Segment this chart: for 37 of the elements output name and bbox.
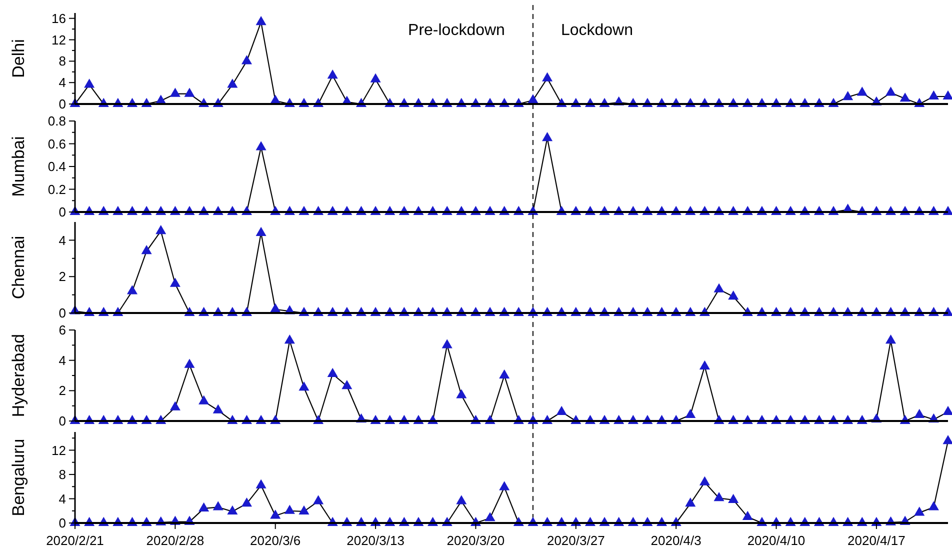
- x-tick-label: 2020/3/20: [446, 533, 505, 548]
- y-axis-title: Bengaluru: [9, 438, 28, 516]
- y-tick-label: 6: [58, 322, 66, 338]
- y-tick-label: 0.8: [48, 114, 66, 129]
- y-tick-label: 0: [58, 516, 66, 531]
- y-tick-label: 8: [58, 54, 66, 69]
- y-axis-title: Delhi: [9, 39, 28, 78]
- x-tick-label: 2020/2/21: [46, 533, 104, 548]
- annotation: Lockdown: [560, 22, 634, 39]
- annotation: Pre-lockdown: [408, 22, 505, 39]
- y-tick-label: 2: [58, 383, 66, 398]
- y-tick-label: 12: [52, 442, 66, 458]
- x-tick-label: 2020/3/6: [250, 533, 301, 548]
- x-tick-label: 2020/4/10: [747, 533, 806, 548]
- y-tick-label: 0.4: [48, 159, 66, 174]
- y-axis-title: Chennai: [9, 236, 28, 300]
- x-tick-label: 2020/3/13: [346, 533, 404, 548]
- y-tick-label: 0: [58, 96, 66, 112]
- y-tick-label: 4: [58, 352, 66, 368]
- y-tick-label: 16: [52, 10, 66, 26]
- x-tick-label: 2020/3/27: [546, 533, 605, 548]
- y-tick-label: 4: [58, 232, 66, 248]
- y-tick-label: 4: [58, 75, 66, 90]
- x-tick-label: 2020/4/3: [650, 533, 702, 548]
- y-axis-title: Hyderabad: [9, 334, 28, 418]
- y-tick-label: 0: [58, 204, 66, 220]
- y-tick-label: 0.6: [48, 136, 66, 152]
- y-tick-label: 0.2: [48, 182, 66, 197]
- y-tick-label: 2: [58, 269, 66, 284]
- x-tick-label: 2020/2/28: [146, 533, 204, 548]
- y-tick-label: 8: [58, 467, 66, 482]
- y-tick-label: 4: [58, 491, 66, 506]
- y-tick-label: 0: [58, 306, 66, 321]
- y-tick-label: 0: [58, 414, 66, 429]
- y-tick-label: 12: [52, 32, 66, 48]
- x-tick-label: 2020/4/17: [848, 533, 906, 548]
- y-axis-title: Mumbai: [9, 136, 28, 197]
